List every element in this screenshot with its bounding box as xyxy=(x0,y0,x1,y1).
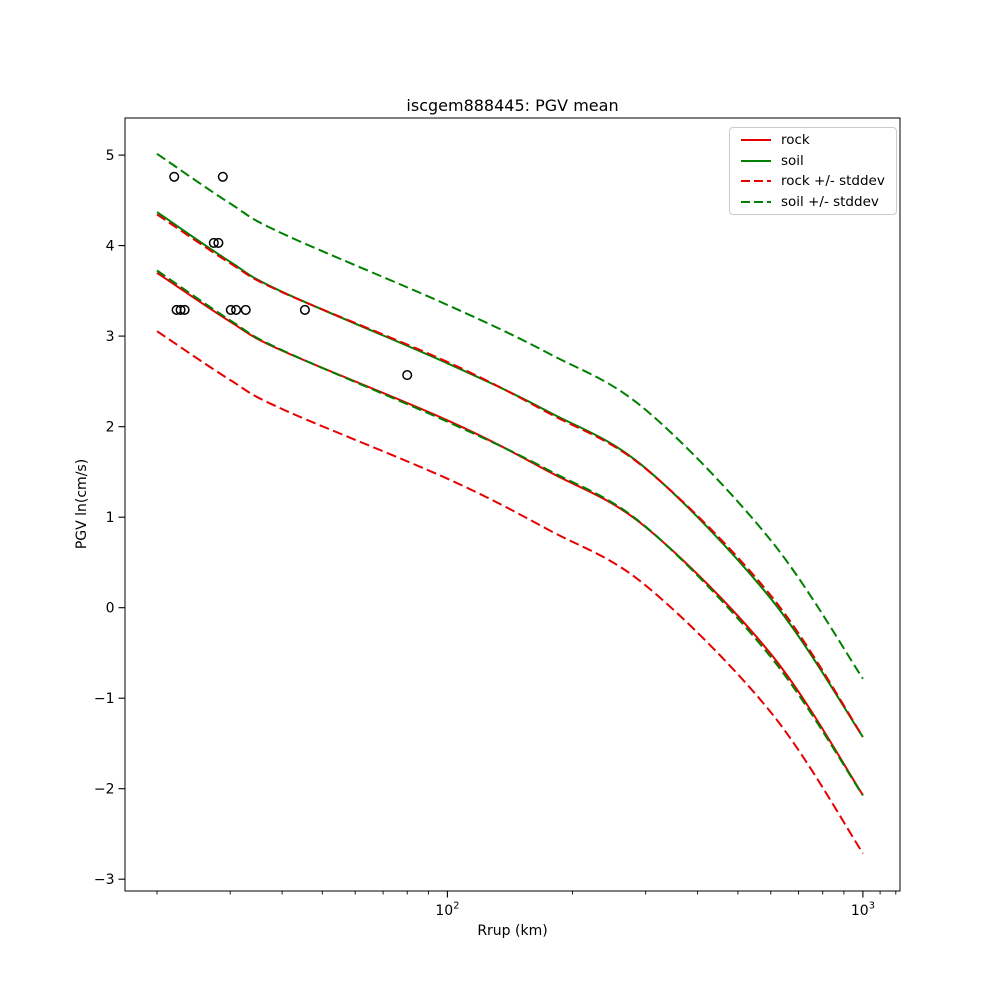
y-axis-tick-label: −2 xyxy=(94,782,115,798)
observation-point xyxy=(213,237,224,248)
observation-point xyxy=(169,171,180,182)
soil-curve xyxy=(156,211,864,738)
y-axis-tick-label: 0 xyxy=(106,601,115,617)
observation-point xyxy=(217,171,228,182)
legend: rock soil rock +/- stddev soil +/- stdde… xyxy=(729,127,897,215)
soil-stddev-band-upper-curve xyxy=(156,152,864,680)
legend-line-rock-stddev xyxy=(741,180,771,183)
rock-curve xyxy=(156,271,864,796)
legend-label-rock: rock xyxy=(781,132,810,149)
observation-point xyxy=(179,304,190,315)
rock-stddev-band-lower-curve xyxy=(156,330,864,854)
legend-line-soil xyxy=(741,159,771,162)
plot-frame xyxy=(124,117,901,892)
observation-point xyxy=(231,304,242,315)
y-axis-tick-label: −3 xyxy=(94,872,115,888)
x-axis-tick-label: 103 xyxy=(851,901,875,920)
legend-item-soil-stddev: soil +/- stddev xyxy=(730,192,896,212)
y-axis-tick-label: 1 xyxy=(106,510,115,526)
y-axis-tick-label: 2 xyxy=(106,420,115,436)
chart-title: iscgem888445: PGV mean xyxy=(406,96,619,115)
soil-stddev-band-lower-curve xyxy=(156,269,864,797)
legend-label-soil-stddev: soil +/- stddev xyxy=(781,193,879,210)
legend-label-soil: soil xyxy=(781,152,804,169)
legend-item-rock: rock xyxy=(730,130,896,150)
observation-point xyxy=(402,370,413,381)
y-axis-tick-label: 5 xyxy=(106,148,115,164)
legend-label-rock-stddev: rock +/- stddev xyxy=(781,173,885,190)
legend-item-rock-stddev: rock +/- stddev xyxy=(730,171,896,191)
observation-point xyxy=(240,304,251,315)
x-axis-label: Rrup (km) xyxy=(477,923,548,939)
y-axis-tick-label: 3 xyxy=(106,329,115,345)
legend-line-soil-stddev xyxy=(741,200,771,203)
rock-stddev-band-upper-curve xyxy=(156,213,864,738)
observation-point xyxy=(208,237,219,248)
legend-line-rock xyxy=(741,139,771,142)
y-axis-tick-label: −1 xyxy=(94,691,115,707)
y-axis-label: PGV ln(cm/s) xyxy=(74,458,90,550)
observation-point xyxy=(225,304,236,315)
y-axis-tick-label: 4 xyxy=(106,238,115,254)
legend-item-soil: soil xyxy=(730,151,896,171)
observation-point xyxy=(175,304,186,315)
x-axis-tick-label: 102 xyxy=(435,901,459,920)
observation-point xyxy=(299,304,310,315)
